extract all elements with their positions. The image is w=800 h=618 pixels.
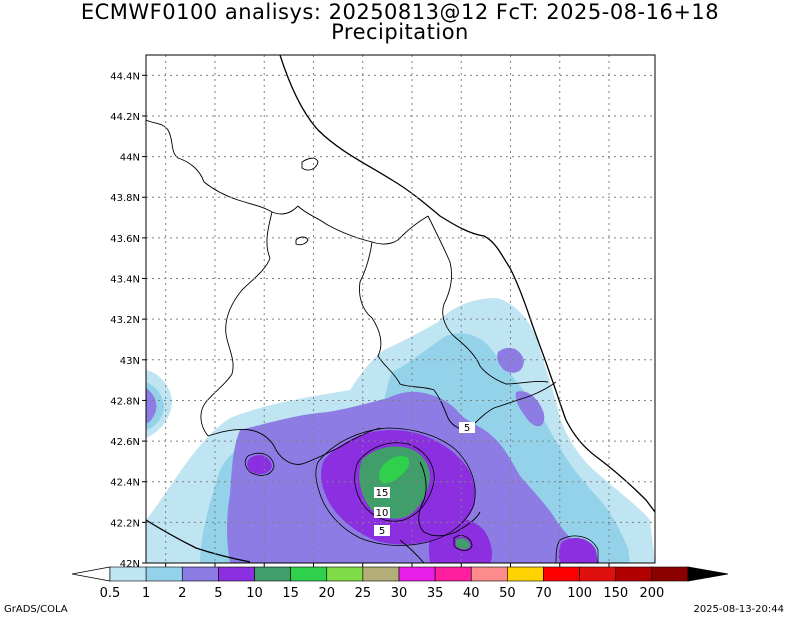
region-border [295, 236, 309, 246]
colorbar-box [470, 566, 508, 582]
colorbar-labels: 0.5 1 2 5 10 15 20 25 30 35 40 50 70 100 150 200 [100, 586, 665, 601]
precip-area-violet [515, 391, 545, 427]
colorbar-level-label: 0.5 [100, 586, 121, 601]
region-border [207, 427, 381, 465]
colorbar-level-label: 30 [391, 586, 408, 601]
y-tick-label: 43.2N [110, 315, 140, 326]
colorbar-box [543, 566, 580, 582]
y-tick-label: 43.6N [110, 234, 140, 245]
colorbar-level-label: 150 [603, 586, 628, 601]
contour-label-box [374, 507, 390, 518]
contour-label: 10 [376, 508, 389, 519]
chart-title: ECMWF0100 analisys: 20250813@12 FcT: 202… [80, 0, 720, 24]
precip-area-dark-green [456, 538, 470, 549]
plot-frame [145, 54, 656, 564]
coastline [146, 519, 251, 563]
colorbar-box [290, 566, 328, 582]
colorbar-level-label: 70 [535, 586, 552, 601]
y-tick-label: 42.2N [110, 518, 140, 529]
colorbar-box [615, 566, 653, 582]
colorbar-box [362, 566, 400, 582]
y-tick-label: 44.2N [110, 112, 140, 123]
y-tick-label: 42.4N [110, 478, 140, 489]
contour-line [244, 452, 275, 476]
y-tick-label: 42N [120, 559, 140, 570]
contour-line [315, 427, 476, 546]
colorbar-level-label: 15 [282, 586, 299, 601]
colorbar-min-triangle [71, 566, 111, 582]
precip-area-violet [558, 537, 598, 563]
colorbar-box [434, 566, 472, 582]
precipitation-fields [146, 298, 655, 563]
contour-label-box [374, 487, 390, 498]
colorbar-box [651, 566, 689, 582]
precip-area-violet [497, 347, 524, 373]
colorbar-level-label: 10 [246, 586, 263, 601]
y-tick-label: 43N [120, 356, 140, 367]
colorbar-level-label: 50 [499, 586, 516, 601]
colorbar-level-label: 1 [142, 586, 150, 601]
colorbar-box [579, 566, 617, 582]
y-tick-label: 42.8N [110, 396, 140, 407]
y-tick-label: 44.4N [110, 71, 140, 82]
colorbar-box [109, 566, 147, 582]
colorbar-level-label: 40 [463, 586, 480, 601]
contour-label-box [374, 525, 390, 536]
region-border [200, 211, 273, 437]
colorbar-box [326, 566, 364, 582]
y-axis: 44.4N 44.2N 44N 43.8N 43.6N 43.4N 43.2N 43N 42.8… [110, 71, 146, 570]
colorbar [71, 566, 729, 582]
contour-line [354, 442, 435, 522]
boundary-lines [146, 55, 655, 563]
colorbar-level-label: 20 [318, 586, 335, 601]
chart-subtitle: Precipitation [331, 20, 469, 44]
colorbar-box [181, 566, 219, 582]
colorbar-box [254, 566, 291, 582]
colorbar-box [398, 566, 436, 582]
grid [146, 55, 655, 563]
colorbar-level-label: 25 [355, 586, 372, 601]
footer-timestamp: 2025-08-13-20:44 [693, 604, 784, 615]
contour-line [555, 535, 599, 563]
coastline [279, 55, 655, 513]
precip-area-heavy [146, 388, 157, 424]
colorbar-max-triangle [687, 566, 729, 582]
contour-label-box [459, 422, 475, 433]
region-border [359, 241, 449, 419]
colorbar-box [218, 566, 255, 582]
contour-labels: 15 10 5 5 [374, 422, 475, 537]
y-tick-label: 44N [120, 153, 140, 164]
colorbar-level-label: 200 [639, 586, 664, 601]
contour-label: 5 [464, 423, 470, 434]
y-tick-label: 43.4N [110, 275, 140, 286]
colorbar-level-label: 2 [178, 586, 186, 601]
region-border [399, 539, 425, 563]
region-border [146, 119, 299, 215]
y-tick-label: 42.6N [110, 437, 140, 448]
region-border [418, 461, 481, 537]
colorbar-level-label: 100 [567, 586, 592, 601]
colorbar-level-label: 35 [427, 586, 444, 601]
y-tick-label: 43.8N [110, 193, 140, 204]
contour-label: 15 [376, 488, 389, 499]
region-border [427, 215, 549, 385]
precip-area-violet [247, 455, 272, 474]
colorbar-box [145, 566, 183, 582]
region-border [301, 157, 319, 171]
precip-area-green [379, 456, 410, 484]
contour-label: 5 [379, 526, 385, 537]
colorbar-level-label: 5 [214, 586, 222, 601]
colorbar-box [507, 566, 544, 582]
footer-credit: GrADS/COLA [4, 604, 68, 615]
